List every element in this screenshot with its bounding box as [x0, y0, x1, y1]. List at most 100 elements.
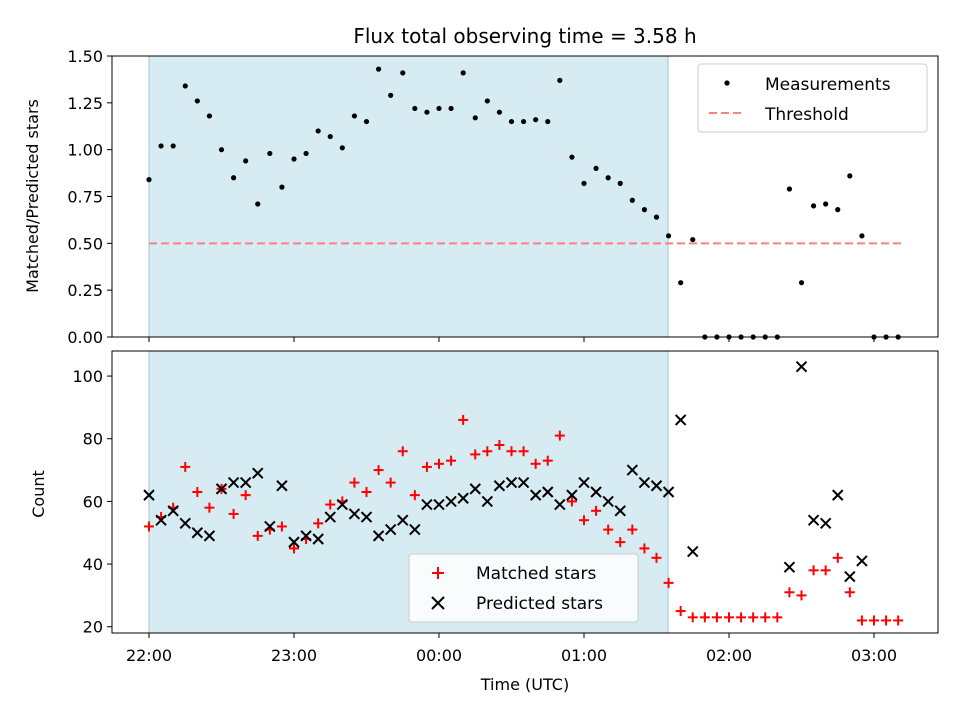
y-tick-label: 0.50	[67, 234, 103, 253]
measurement-point	[617, 180, 623, 186]
measurement-point	[810, 203, 817, 209]
legend-threshold-label: Threshold	[764, 105, 849, 125]
matched-star-point	[699, 612, 710, 623]
measurement-point	[303, 150, 309, 157]
matched-star-point	[784, 587, 795, 598]
measurement-point	[448, 105, 454, 112]
predicted-star-point	[626, 464, 639, 476]
predicted-star-point	[227, 476, 240, 489]
matched-star-point	[566, 496, 577, 507]
chart-title: Flux total observing time = 3.58 h	[353, 24, 696, 48]
measurement-point	[557, 77, 563, 83]
measurement-point	[267, 150, 273, 157]
matched-star-point	[796, 590, 807, 601]
top-axes-frame	[111, 55, 939, 338]
matched-star-point	[687, 612, 698, 623]
matched-star-point	[228, 508, 239, 519]
matched-star-point	[470, 449, 481, 460]
measurement-point	[218, 147, 225, 153]
measurement-point	[182, 83, 188, 89]
matched-star-point	[603, 524, 614, 535]
x-tick-label: 00:00	[416, 646, 462, 665]
predicted-star-point	[481, 495, 494, 508]
matched-star-point	[591, 505, 602, 516]
matched-star-point	[361, 487, 372, 497]
matched-star-point	[663, 577, 674, 588]
predicted-star-point	[397, 514, 409, 526]
matched-star-point	[869, 615, 879, 626]
measurement-point	[146, 177, 152, 183]
y-tick-label: 80	[83, 430, 103, 449]
matched-star-point	[748, 612, 759, 623]
matched-star-point	[881, 615, 892, 626]
legend-matched-label: Matched stars	[476, 564, 596, 584]
measurement-point	[581, 180, 587, 186]
predicted-star-point	[856, 555, 868, 567]
measurement-point	[279, 184, 285, 190]
measurement-point	[847, 173, 853, 179]
predicted-star-point	[264, 520, 276, 533]
matched-star-point	[276, 521, 287, 532]
measurement-point	[388, 92, 394, 98]
matched-star-point	[313, 518, 324, 529]
measurement-point	[170, 143, 176, 149]
measurement-point	[315, 128, 321, 134]
predicted-star-point	[384, 523, 397, 536]
legend-predicted-marker	[431, 596, 445, 610]
measurement-point	[375, 66, 382, 72]
matched-star-point	[446, 455, 457, 466]
measurement-point	[690, 236, 696, 243]
matched-star-point	[252, 530, 263, 541]
matched-star-point	[434, 458, 444, 469]
matched-star-point	[494, 440, 505, 450]
matched-star-point	[349, 477, 360, 488]
measurement-point	[460, 70, 466, 76]
predicted-star-point	[638, 476, 651, 489]
predicted-star-point	[421, 498, 433, 511]
measurement-point	[629, 197, 635, 203]
predicted-star-point	[674, 414, 687, 426]
measurement-point	[641, 207, 648, 213]
predicted-star-point	[372, 530, 385, 542]
matched-star-point	[651, 552, 662, 563]
predicted-star-point	[300, 530, 312, 542]
bottom-legend: Matched stars Predicted stars	[408, 553, 639, 623]
measurement-point	[400, 70, 406, 76]
predicted-star-point	[832, 489, 844, 501]
matched-star-point	[458, 414, 469, 425]
predicted-star-point	[566, 489, 578, 501]
predicted-star-point	[409, 523, 421, 536]
measurement-point	[243, 158, 249, 164]
y-tick-label: 100	[72, 367, 103, 386]
y-tick-label: 40	[83, 555, 103, 574]
predicted-star-point	[433, 498, 445, 511]
observing-interval-shade	[148, 55, 669, 338]
predicted-star-point	[312, 533, 324, 545]
x-tick-label: 22:00	[126, 646, 172, 665]
x-axis-label: Time (UTC)	[480, 675, 569, 694]
measurement-point	[569, 154, 575, 160]
predicted-star-point	[493, 480, 506, 492]
measurement-point	[786, 186, 793, 192]
matched-star-point	[627, 524, 638, 535]
matched-star-point	[711, 612, 722, 623]
matched-star-point	[639, 543, 650, 554]
predicted-star-point	[336, 498, 349, 511]
measurement-point	[436, 105, 442, 112]
predicted-star-point	[457, 492, 469, 504]
measurement-point	[653, 214, 660, 220]
predicted-star-point	[807, 514, 820, 526]
predicted-star-point	[360, 511, 373, 523]
measurement-point	[665, 233, 672, 239]
top-panel: 0.00 0.25 0.50 0.75 1.00 1.25 1.50 Flux total …	[23, 24, 939, 347]
measurement-point	[533, 117, 539, 123]
matched-star-point	[808, 565, 819, 576]
top-legend: Measurements Threshold	[697, 63, 928, 133]
bottom-axes-frame	[111, 350, 939, 634]
y-tick-label: 0.75	[67, 188, 103, 207]
matched-star-point	[482, 446, 493, 457]
matched-star-point	[421, 461, 432, 472]
predicted-star-point	[191, 527, 204, 539]
matched-star-point	[204, 502, 215, 513]
measurement-point	[230, 175, 237, 181]
